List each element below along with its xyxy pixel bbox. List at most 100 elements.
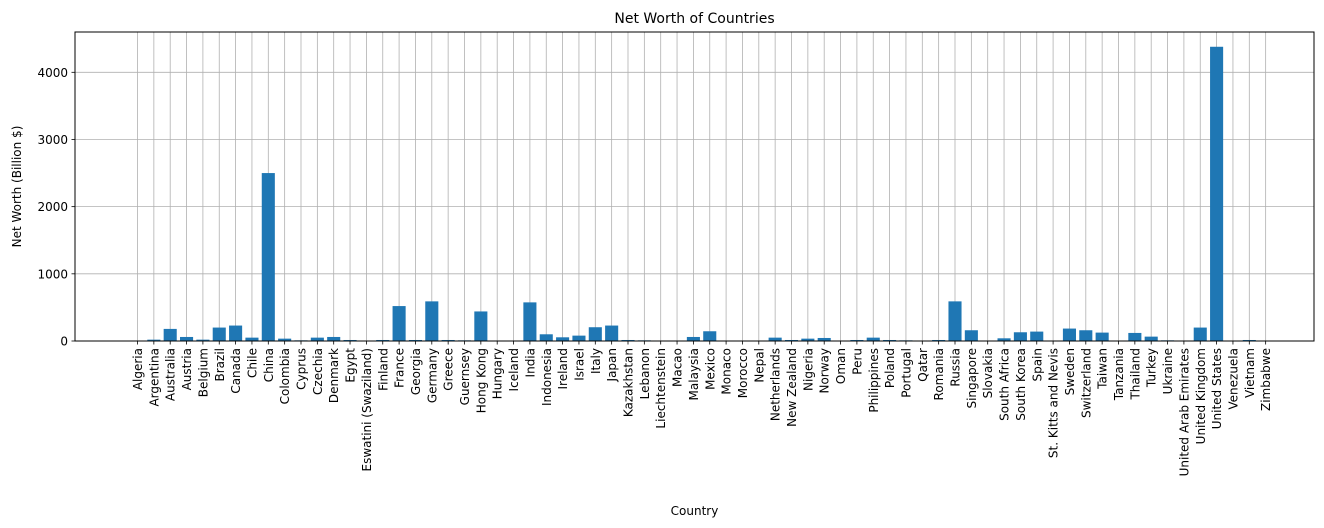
x-tick-label: Ukraine (1161, 348, 1175, 394)
x-tick-label: Ireland (556, 348, 570, 390)
bar (801, 338, 815, 341)
bar (1095, 332, 1109, 341)
x-tick-label: Eswatini (Swaziland) (360, 348, 374, 472)
bar (474, 311, 488, 341)
bar (703, 331, 717, 341)
x-tick-label: Netherlands (769, 348, 783, 421)
x-tick-label: Canada (229, 348, 243, 394)
x-tick-label: Sweden (1063, 348, 1077, 395)
x-tick-label: Israel (572, 348, 586, 381)
x-tick-label: United Arab Emirates (1177, 348, 1191, 476)
x-tick-label: Peru (850, 348, 864, 375)
bar (1062, 328, 1076, 341)
bar (327, 336, 341, 341)
bar (850, 339, 864, 341)
bar (866, 337, 880, 341)
x-tick-label: Hong Kong (474, 348, 488, 413)
x-tick-label: Kazakhstan (622, 348, 636, 417)
x-tick-label: Brazil (213, 348, 227, 382)
x-tick-label: Poland (883, 348, 897, 388)
plot-area-frame (74, 31, 1315, 342)
x-tick-label: Mexico (703, 348, 717, 390)
x-tick-label: Taiwan (1096, 348, 1110, 390)
y-tick-label: 1000 (37, 267, 68, 281)
x-tick-label: Slovakia (981, 348, 995, 398)
y-tick-label: 2000 (37, 200, 68, 214)
x-tick-label: Austria (180, 348, 194, 390)
bar (278, 338, 292, 341)
x-tick-label: Vietnam (1243, 348, 1257, 398)
x-tick-label: Venezuela (1226, 348, 1240, 410)
x-tick-label: Australia (164, 348, 178, 401)
x-tick-label: Greece (442, 348, 456, 391)
y-axis-label: Net Worth (Billion $) (10, 126, 24, 248)
x-tick-label: Norway (818, 348, 832, 394)
x-tick-label: Italy (589, 348, 603, 374)
x-tick-label: Qatar (916, 348, 930, 382)
x-tick-label: Liechtenstein (654, 348, 668, 429)
x-tick-label: Egypt (344, 348, 358, 383)
x-tick-label: Spain (1030, 348, 1044, 382)
bar (1144, 336, 1158, 341)
x-axis-label: Country (671, 504, 719, 518)
x-tick-label: Algeria (131, 348, 145, 390)
bar (948, 301, 962, 341)
y-axis-ticks: 0 1000 2000 3000 4000 (37, 66, 75, 349)
x-tick-label: Nepal (752, 348, 766, 383)
x-tick-label: Lebanon (638, 348, 652, 399)
bar (212, 327, 226, 341)
x-tick-label: St. Kitts and Nevis (1047, 348, 1061, 458)
bar (425, 301, 439, 341)
x-tick-label: Chile (245, 348, 259, 378)
x-tick-label: Guernsey (458, 348, 472, 405)
bar (686, 336, 700, 341)
x-tick-label: Belgium (196, 348, 210, 397)
x-tick-label: France (393, 348, 407, 388)
bar (1242, 339, 1256, 341)
bar (376, 339, 390, 341)
bar (408, 339, 422, 341)
x-tick-label: Morocco (736, 348, 750, 398)
x-tick-label: Russia (949, 348, 963, 387)
x-tick-label: South Africa (998, 348, 1012, 421)
x-tick-label: Philippines (867, 348, 881, 413)
x-tick-label: Nigeria (801, 348, 815, 391)
x-tick-label: Tanzania (1112, 348, 1126, 401)
bar (572, 335, 586, 341)
bar (163, 328, 177, 341)
x-tick-label: South Korea (1014, 348, 1028, 421)
bar (539, 334, 553, 341)
x-tick-label: Argentina (147, 348, 161, 407)
x-tick-label: Cyprus (295, 348, 309, 390)
x-tick-label: United Kingdom (1194, 348, 1208, 444)
x-tick-label: Monaco (720, 348, 734, 395)
bar (196, 339, 210, 341)
bar (817, 337, 831, 341)
x-tick-label: Colombia (278, 348, 292, 404)
x-tick-label: Turkey (1145, 348, 1159, 388)
bar (310, 337, 324, 341)
bar (932, 339, 946, 341)
x-tick-label: India (523, 348, 537, 377)
bar (1210, 46, 1224, 341)
bar (245, 337, 259, 341)
y-tick-label: 4000 (37, 66, 68, 80)
x-tick-label: Thailand (1128, 348, 1142, 401)
y-tick-label: 0 (60, 335, 68, 349)
bar (768, 337, 782, 341)
bar (964, 330, 978, 341)
y-tick-label: 3000 (37, 133, 68, 147)
bar (441, 339, 455, 341)
bar (556, 337, 570, 341)
bar (1079, 330, 1093, 341)
bar (229, 325, 243, 341)
x-tick-label: Malaysia (687, 348, 701, 400)
bar (1128, 332, 1142, 341)
x-tick-label: China (262, 348, 276, 382)
x-tick-label: Iceland (507, 348, 521, 391)
bar (392, 306, 406, 341)
x-tick-label: Macao (671, 348, 685, 387)
x-tick-label: Indonesia (540, 348, 554, 406)
x-tick-label: Oman (834, 348, 848, 384)
x-tick-label: Switzerland (1079, 348, 1093, 418)
